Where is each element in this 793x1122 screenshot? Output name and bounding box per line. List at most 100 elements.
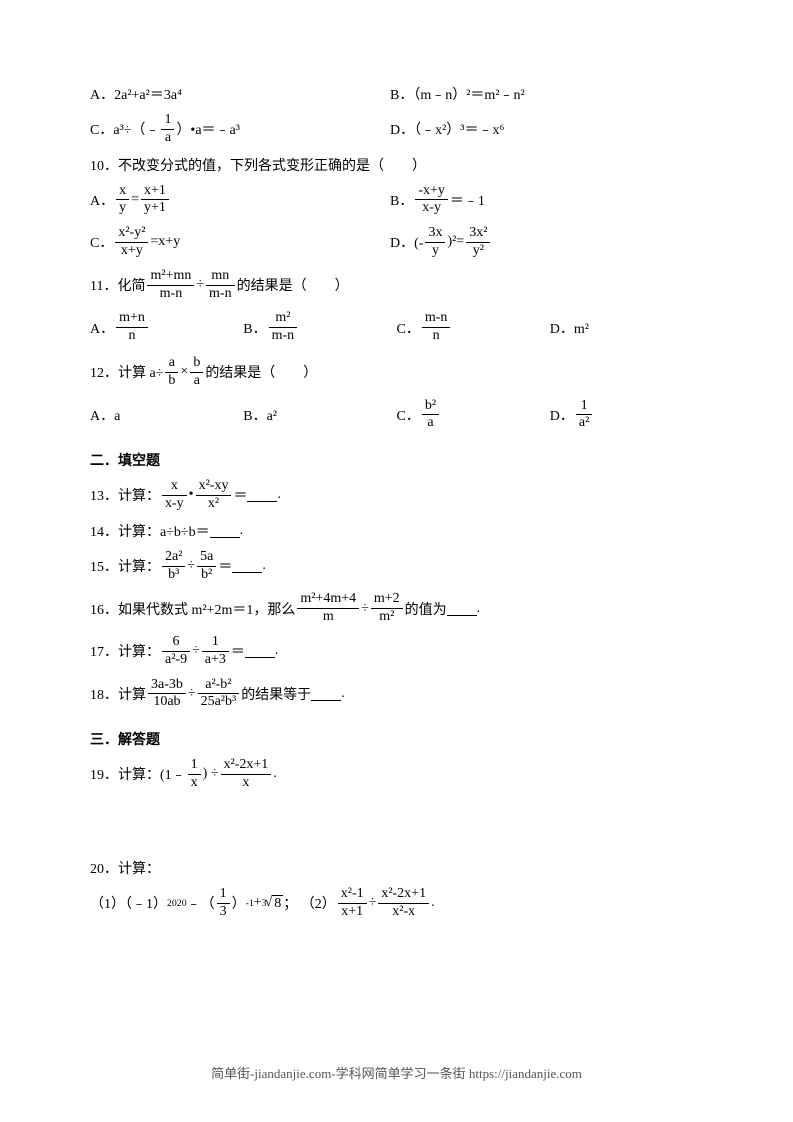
- f2: 5ab²: [197, 549, 216, 584]
- blank: [447, 602, 477, 616]
- spacer: [90, 800, 703, 850]
- section-2-heading: 二．填空题: [90, 450, 703, 470]
- f: m+nn: [116, 310, 148, 345]
- lbl: A．: [90, 318, 114, 338]
- f1: 3a-3b10ab: [148, 677, 186, 712]
- n: 2a²: [162, 549, 185, 567]
- pre: 17．计算：: [90, 641, 160, 661]
- p1-exp2: -1: [246, 898, 254, 909]
- post: .: [273, 766, 277, 782]
- q12-opt-a: A．a: [90, 398, 243, 433]
- sec2-text: 二．填空题: [90, 454, 160, 469]
- p1-mid1: ﹣（: [187, 893, 215, 913]
- d: x²-x: [378, 904, 429, 921]
- p1-exp: 2020: [167, 898, 187, 909]
- d: x: [188, 775, 201, 792]
- q11-post: 的结果是（ ）: [237, 275, 349, 295]
- d: y+1: [141, 200, 169, 217]
- eq: ＝: [218, 556, 232, 576]
- div: ÷: [192, 643, 200, 659]
- q10-row1: A． xy = x+1y+1 B． -x+yx-y ＝﹣1: [90, 183, 703, 218]
- d: 3: [217, 904, 230, 921]
- n: a²-b²: [198, 677, 240, 695]
- q12-post: 的结果是（ ）: [205, 362, 317, 382]
- page-content: A．2a²+a²＝3a⁴ B．（m﹣n）²＝m²﹣n² C．a³÷（﹣ 1 a …: [0, 0, 793, 968]
- n: x²-xy: [196, 478, 232, 496]
- blank: [311, 687, 341, 701]
- f: b²a: [422, 398, 439, 433]
- d: x: [221, 775, 272, 792]
- lbl: C．: [397, 318, 420, 338]
- q12-stem: 12．计算 a÷ ab × ba 的结果是（ ）: [90, 355, 703, 390]
- d: b³: [162, 567, 185, 584]
- f2: 1a+3: [202, 634, 229, 669]
- q11-f1: m²+mnm-n: [147, 268, 194, 303]
- q10-b-f: -x+yx-y: [415, 183, 448, 218]
- f1: 2a²b³: [162, 549, 185, 584]
- pre: 16．如果代数式 m²+2m＝1，那么: [90, 599, 295, 619]
- stem: 20．计算：: [90, 858, 160, 878]
- q9-opt-b: B．（m﹣n）²＝m²﹣n²: [390, 84, 690, 104]
- q9-row2: C．a³÷（﹣ 1 a ）•a＝﹣a³ D．（﹣x²）³＝﹣x⁶: [90, 112, 703, 147]
- n: x²-1: [338, 886, 367, 904]
- q12-f2: ba: [190, 355, 203, 390]
- q10-c-post: =x+y: [150, 234, 180, 250]
- q10-opt-d: D．(- 3xy )²= 3x²y²: [390, 225, 690, 260]
- pre: 19．计算：(1﹣: [90, 764, 186, 784]
- footer-text: 简单街-jiandanjie.com-学科网简单学习一条街 https://ji…: [211, 1066, 582, 1081]
- d: a²-9: [162, 652, 190, 669]
- post: .: [277, 487, 281, 503]
- dot: •: [189, 487, 194, 503]
- q12-opt-c: C． b²a: [397, 398, 550, 433]
- n: m²: [269, 310, 298, 328]
- n: m-n: [422, 310, 451, 328]
- q11-opt-d: D．m²: [550, 310, 703, 345]
- n: 3x²: [466, 225, 490, 243]
- p2-f1: x²-1x+1: [338, 886, 367, 921]
- q10-d-f2: 3x²y²: [466, 225, 490, 260]
- p1-pre: （1）（﹣1）: [90, 893, 167, 913]
- n: m+2: [371, 591, 403, 609]
- p1-mid2: ）: [232, 893, 246, 913]
- q11-opts: A． m+nn B． m²m-n C． m-nn D．m²: [90, 310, 703, 345]
- f2: m+2m²: [371, 591, 403, 626]
- q9-c-post: ）•a＝﹣a³: [176, 119, 240, 139]
- p1-mid3: +: [254, 895, 262, 911]
- lbl: B．a²: [243, 405, 277, 425]
- n: 5a: [197, 549, 216, 567]
- d: x-y: [162, 496, 187, 513]
- q13: 13．计算： xx-y • x²-xyx² ＝ .: [90, 478, 703, 513]
- d: a: [422, 415, 439, 432]
- f1: 1x: [188, 757, 201, 792]
- q9-c-pre: C．a³÷（﹣: [90, 119, 159, 139]
- p2-post: .: [431, 895, 435, 911]
- q17: 17．计算： 6a²-9 ÷ 1a+3 ＝ .: [90, 634, 703, 669]
- q11-f2: mnm-n: [206, 268, 235, 303]
- blank: [232, 559, 262, 573]
- n: 3x: [425, 225, 445, 243]
- q10-b-post: ＝﹣1: [450, 190, 485, 210]
- d: a+3: [202, 652, 229, 669]
- d: x+1: [338, 904, 367, 921]
- n: a: [165, 355, 178, 373]
- section-3-heading: 三．解答题: [90, 729, 703, 749]
- page-footer: 简单街-jiandanjie.com-学科网简单学习一条街 https://ji…: [0, 1063, 793, 1082]
- d: y: [116, 200, 129, 217]
- f1: m²+4m+4m: [297, 591, 359, 626]
- eq: ＝: [231, 641, 245, 661]
- lbl: D．: [550, 405, 574, 425]
- n: 1: [217, 886, 230, 904]
- f: m²m-n: [269, 310, 298, 345]
- n: m+n: [116, 310, 148, 328]
- lbl: A．a: [90, 405, 120, 425]
- q12-opt-b: B．a²: [243, 398, 396, 433]
- q9-opt-a: A．2a²+a²＝3a⁴: [90, 84, 390, 104]
- d: m-n: [147, 286, 194, 303]
- p2-pre: （2）: [301, 893, 336, 913]
- q10-row2: C． x²-y²x+y =x+y D．(- 3xy )²= 3x²y²: [90, 225, 703, 260]
- d: n: [422, 328, 451, 345]
- q9-c-den: a: [161, 130, 174, 147]
- pre: 14．计算：a÷b÷b＝: [90, 521, 210, 541]
- q10-a-f2: x+1y+1: [141, 183, 169, 218]
- q10-a-eq: =: [131, 192, 139, 208]
